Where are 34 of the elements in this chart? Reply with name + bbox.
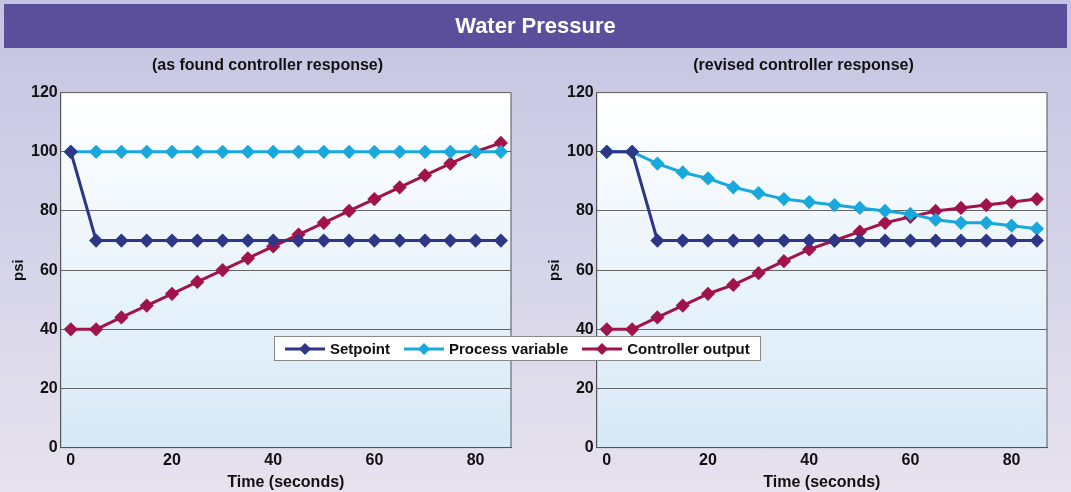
y-tick-label: 20 [39, 378, 58, 396]
y-tick-label: 80 [575, 201, 594, 219]
x-axis-title: Time (seconds) [763, 472, 881, 490]
y-tick-label: 100 [30, 142, 58, 160]
x-tick-label: 60 [365, 450, 384, 468]
legend-label: Setpoint [330, 340, 390, 357]
y-tick-label: 60 [575, 260, 594, 278]
y-tick-label: 60 [39, 260, 58, 278]
x-tick-label: 20 [699, 450, 718, 468]
y-axis-title: psi [9, 259, 27, 281]
legend-label: Controller output [627, 340, 750, 357]
x-axis-title: Time (seconds) [227, 472, 345, 490]
y-tick-label: 40 [575, 319, 594, 337]
y-tick-label: 120 [30, 83, 58, 101]
x-tick-label: 80 [466, 450, 485, 468]
x-tick-label: 60 [901, 450, 920, 468]
x-tick-label: 40 [264, 450, 283, 468]
x-tick-label: 0 [66, 450, 76, 468]
x-tick-label: 0 [602, 450, 612, 468]
x-tick-label: 80 [1002, 450, 1021, 468]
chart-title: Water Pressure [4, 4, 1067, 48]
chart-subtitle: (as found controller response) [150, 56, 385, 74]
y-axis-title: psi [545, 259, 563, 281]
chart-subtitle: (revised controller response) [692, 56, 915, 74]
x-tick-label: 40 [800, 450, 819, 468]
y-tick-label: 80 [39, 201, 58, 219]
x-tick-label: 20 [163, 450, 182, 468]
y-tick-label: 0 [584, 438, 594, 456]
y-tick-label: 40 [39, 319, 58, 337]
y-tick-label: 120 [566, 83, 594, 101]
y-tick-label: 20 [575, 378, 594, 396]
legend-label: Process variable [449, 340, 569, 357]
y-tick-label: 100 [566, 142, 594, 160]
y-tick-label: 0 [48, 438, 58, 456]
